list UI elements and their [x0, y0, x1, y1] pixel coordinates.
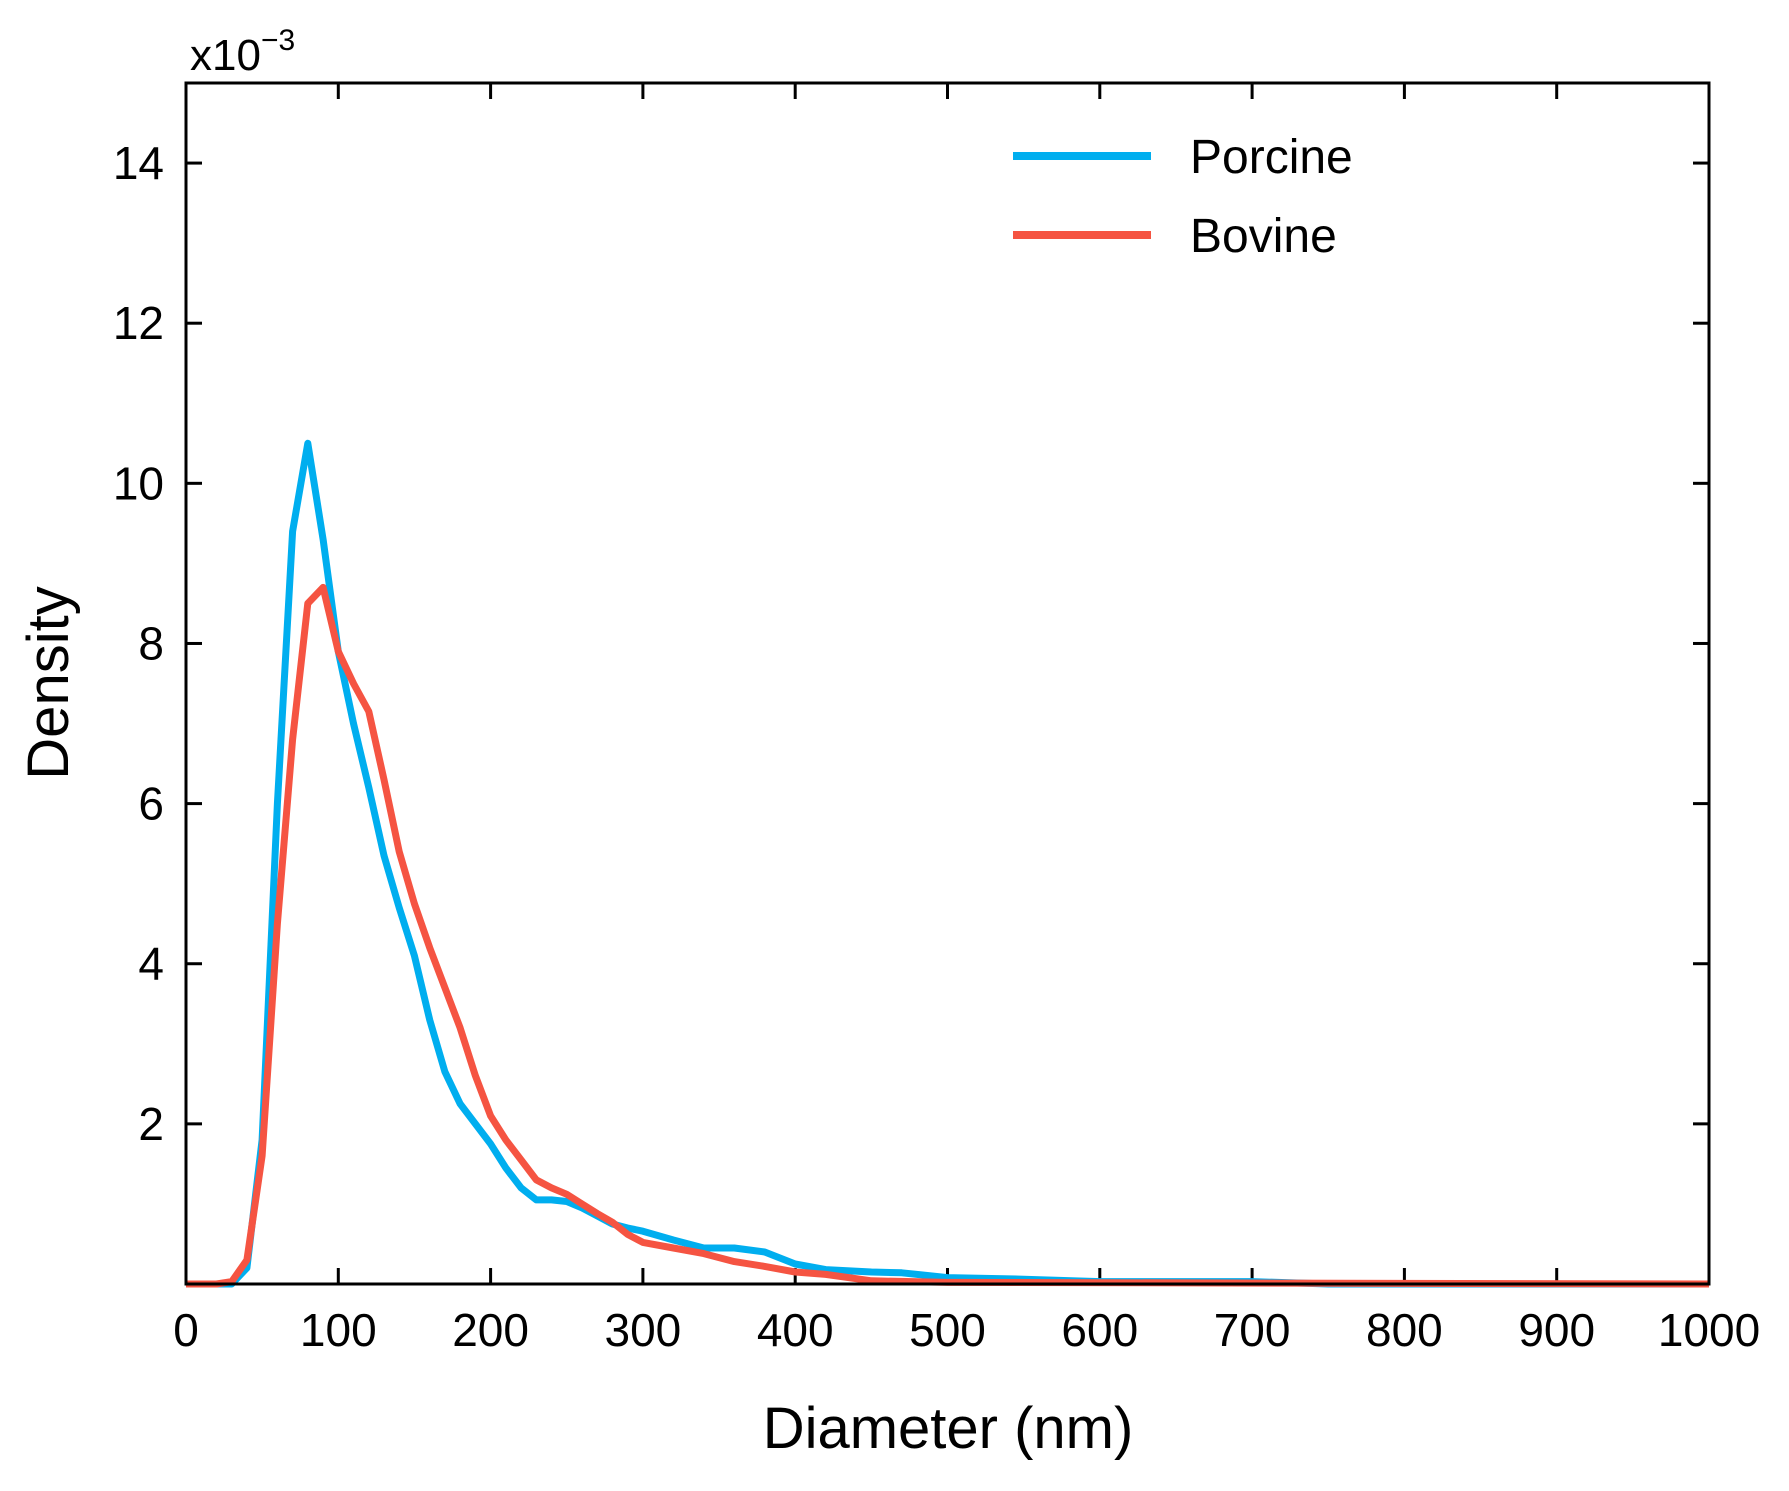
x-tick-label: 700: [1214, 1304, 1291, 1356]
legend: Porcine Bovine: [1013, 131, 1353, 263]
x-tick-label: 200: [452, 1304, 529, 1356]
x-tick-label: 100: [300, 1304, 377, 1356]
y-multiplier: x10−3: [190, 24, 295, 80]
legend-label-bovine: Bovine: [1190, 210, 1337, 263]
x-tick-label: 600: [1061, 1304, 1138, 1356]
legend-label-porcine: Porcine: [1190, 131, 1353, 184]
y-tick-label: 10: [113, 457, 164, 509]
y-axis-label: Density: [16, 586, 81, 779]
x-tick-label: 1000: [1658, 1304, 1760, 1356]
y-tick-label: 6: [138, 778, 164, 830]
series-line-porcine: [186, 439, 1709, 1288]
x-tick-label: 400: [757, 1304, 834, 1356]
x-tick-label: 0: [173, 1304, 199, 1356]
y-tick-label: 2: [138, 1098, 164, 1150]
y-tick-label: 8: [138, 617, 164, 669]
y-tick-label: 14: [113, 137, 164, 189]
series-line-bovine: [186, 583, 1710, 1288]
y-tick-label: 4: [138, 938, 164, 990]
plot-frame: [184, 81, 1711, 1286]
x-tick-label: 800: [1366, 1304, 1443, 1356]
x-tick-label: 300: [605, 1304, 682, 1356]
ticks: 0 100 200 300 400 500 600 700 800 900 1000 2 4 6 8 10 12…: [113, 83, 1760, 1356]
y-tick-label: 12: [113, 297, 164, 349]
series-lines: [186, 439, 1710, 1288]
x-axis-label: Diameter (nm): [763, 1396, 1134, 1461]
x-tick-label: 500: [909, 1304, 986, 1356]
x-tick-label: 900: [1518, 1304, 1595, 1356]
